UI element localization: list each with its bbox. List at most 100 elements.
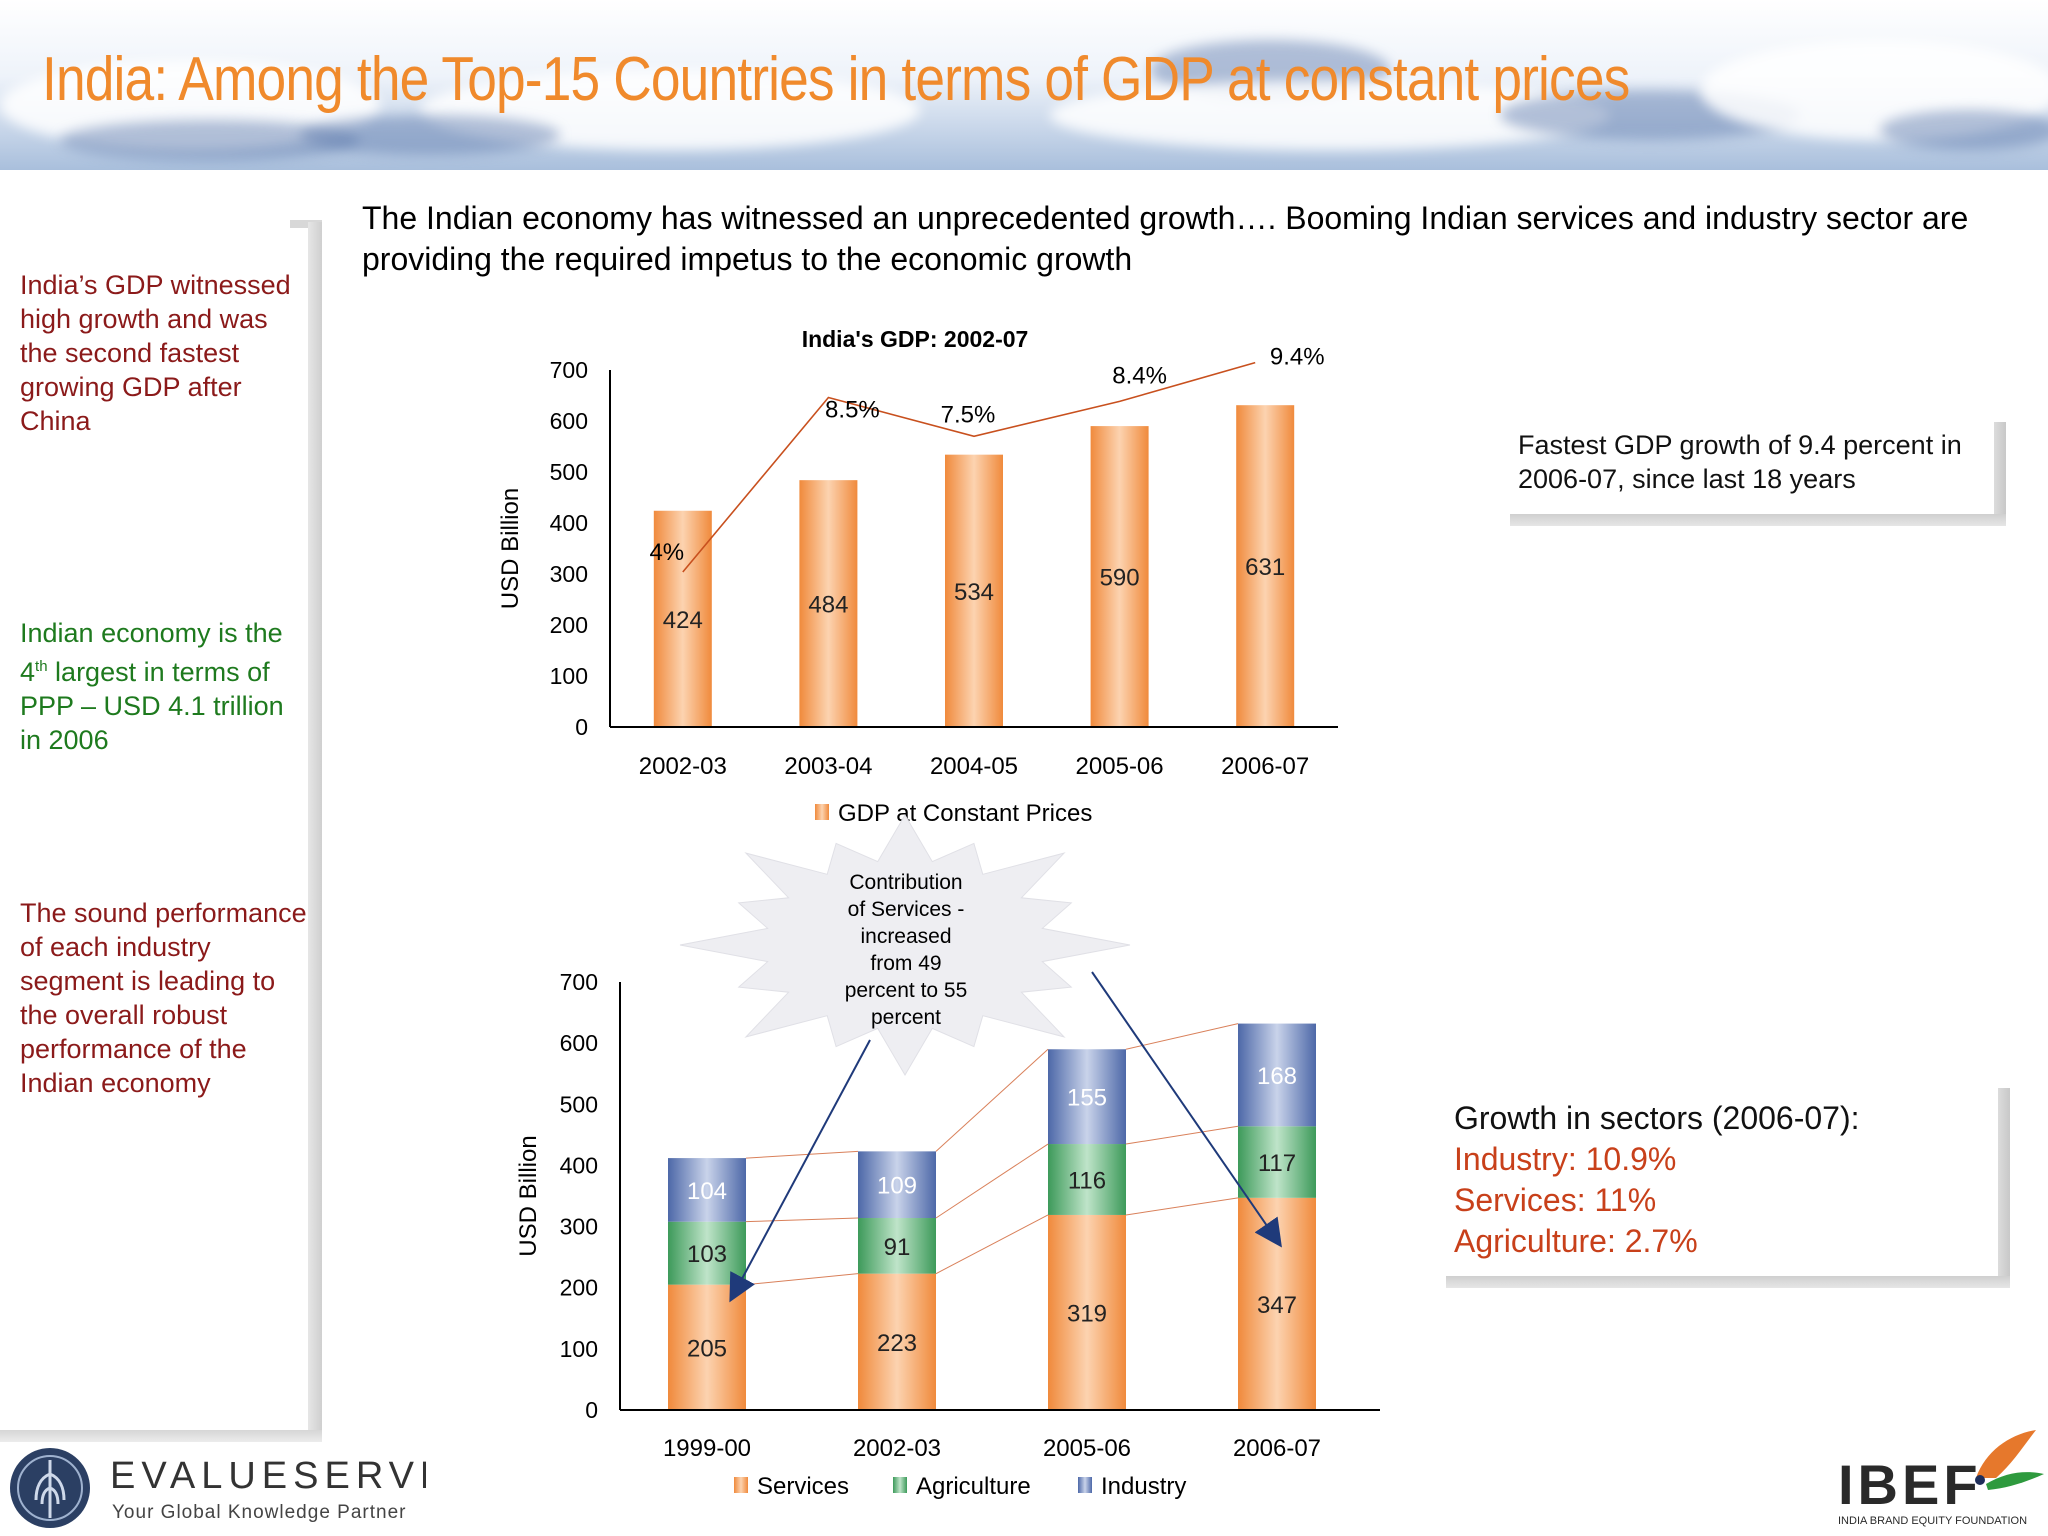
callout-sectors: Growth in sectors (2006-07): Industry: 1… (1454, 1098, 1954, 1262)
gdp-bar (945, 454, 1003, 727)
sector-xtick-label: 2005-06 (1043, 1435, 1131, 1462)
evalueserve-name: EVALUESERVE (110, 1455, 426, 1497)
sector-value-label: 155 (1067, 1085, 1107, 1112)
sidebar-note-ppp: Indian economy is the 4th largest in ter… (20, 616, 310, 757)
gdp-legend-label: GDP at Constant Prices (838, 800, 1092, 827)
sector-value-label: 168 (1257, 1063, 1297, 1090)
evalueserve-logo: EVALUESERVE Your Global Knowledge Partne… (10, 1448, 426, 1528)
sector-legend-swatch (893, 1477, 907, 1493)
sector-value-label: 319 (1067, 1300, 1107, 1327)
gdp-xtick-label: 2002-03 (639, 753, 727, 780)
ibef-wing-orange (1976, 1430, 2036, 1478)
sector-ytick-label: 400 (560, 1152, 598, 1178)
callout-sectors-shadow-bottom (1446, 1276, 2010, 1288)
starburst-arrow-right (1091, 971, 1282, 1248)
starburst-arrow-left (729, 1039, 871, 1303)
gdp-ytick-label: 300 (550, 561, 588, 587)
sector-xtick-label: 2006-07 (1233, 1435, 1321, 1462)
sidebar-note-ppp-sup: th (35, 658, 48, 675)
gdp-growth-label: 4% (649, 539, 684, 566)
gdp-chart-title: India's GDP: 2002-07 (802, 326, 1029, 352)
sidebar-note-ppp-suffix: largest in terms of PPP – USD 4.1 trilli… (20, 657, 284, 755)
sector-ytick-label: 0 (585, 1397, 598, 1423)
sector-ytick-label: 700 (560, 969, 598, 995)
gdp-xtick-label: 2004-05 (930, 753, 1018, 780)
gdp-bar (1236, 405, 1295, 727)
sector-value-label: 223 (877, 1330, 917, 1357)
sector-legend-label: Agriculture (916, 1473, 1031, 1500)
gdp-bar (653, 510, 712, 727)
sector-connector-line (745, 1217, 859, 1223)
starburst-callout: Contribution of Services - increased from 4… (679, 814, 1131, 1076)
sector-connector-line (935, 1048, 1049, 1152)
gdp-bar-value-label: 484 (808, 592, 848, 619)
sidebar-note-industry: The sound performance of each industry s… (20, 898, 307, 1098)
sector-legend-swatch (734, 1477, 748, 1493)
sidebar-divider (308, 222, 322, 1432)
gdp-growth-line (682, 361, 1256, 573)
gdp-ytick-label: 0 (575, 714, 588, 740)
ibef-name: IBEF (1838, 1453, 1982, 1516)
gdp-bar-value-label: 590 (1100, 565, 1140, 592)
starburst-text-line: increased (860, 925, 951, 948)
sector-legend-label: Industry (1101, 1473, 1186, 1500)
sector-connector-line (745, 1150, 859, 1159)
starburst-text-line: of Services - (848, 898, 965, 921)
sector-chart: USD Billion 0 100 200 300 400 500 600 700 205 103 1… (515, 969, 1380, 1500)
header-banner (0, 0, 2048, 170)
callout-fastest-shadow-bottom (1510, 514, 2006, 526)
gdp-bar-value-label: 424 (663, 607, 703, 634)
gdp-ytick-label: 500 (550, 459, 588, 485)
sector-value-label: 91 (884, 1234, 911, 1261)
sector-connector-line (1125, 1023, 1239, 1050)
gdp-growth-label: 7.5% (941, 401, 996, 428)
sector-connector-line (1125, 1125, 1239, 1145)
sector-value-label: 116 (1068, 1167, 1106, 1194)
sector-agriculture: Agriculture: 2.7% (1454, 1223, 1698, 1259)
sector-ytick-label: 200 (560, 1275, 598, 1301)
sector-value-label: 347 (1257, 1292, 1297, 1319)
gdp-ytick-label: 200 (550, 612, 588, 638)
sidebar-divider-top (290, 220, 322, 228)
gdp-growth-label: 9.4% (1270, 344, 1325, 371)
starburst-text-line: from 49 (870, 952, 941, 975)
agriculture-segment (858, 1218, 936, 1274)
sector-value-label: 103 (687, 1241, 727, 1268)
sector-ytick-label: 300 (560, 1214, 598, 1240)
ibef-logo: IBEF INDIA BRAND EQUITY FOUNDATION (1838, 1430, 2044, 1527)
gdp-bar-value-label: 534 (954, 579, 994, 606)
sector-ytick-label: 500 (560, 1091, 598, 1117)
sector-xtick-label: 1999-00 (663, 1435, 751, 1462)
evalueserve-tagline: Your Global Knowledge Partner (112, 1502, 406, 1523)
slide-subtitle: The Indian economy has witnessed an unpr… (362, 200, 1969, 277)
sidebar-divider-bottom (0, 1430, 322, 1442)
industry-segment (668, 1158, 746, 1222)
gdp-chart: India's GDP: 2002-07 USD Billion 0 100 200 30… (497, 326, 1338, 827)
gdp-growth-label: 8.4% (1112, 362, 1167, 389)
gdp-growth-label: 8.5% (825, 397, 880, 424)
industry-segment (858, 1151, 936, 1219)
gdp-bar (1090, 426, 1149, 727)
starburst-text-line: percent to 55 (845, 979, 968, 1002)
agriculture-segment (1048, 1144, 1126, 1215)
sector-connector-line (935, 1143, 1049, 1219)
slide-title: India: Among the Top-15 Countries in ter… (42, 45, 1630, 114)
sector-connector-line (1125, 1197, 1239, 1216)
sector-ytick-label: 600 (560, 1030, 598, 1056)
gdp-ytick-label: 100 (550, 663, 588, 689)
industry-segment (1048, 1049, 1126, 1145)
gdp-bar-value-label: 631 (1245, 554, 1285, 581)
sector-value-label: 117 (1258, 1150, 1296, 1177)
sidebar-note-gdp: India’s GDP witnessed high growth and wa… (20, 270, 291, 436)
sector-legend-label: Services (757, 1473, 849, 1500)
sector-connector-line (935, 1214, 1049, 1275)
starburst-text-line: percent (871, 1006, 941, 1029)
callout-fastest-shadow-right (1994, 422, 2006, 526)
starburst-text-line: Contribution (849, 871, 962, 894)
sidebar-note-ppp-prefix: Indian economy is the 4 (20, 618, 283, 687)
gdp-ytick-label: 400 (550, 510, 588, 536)
sector-value-label: 109 (877, 1173, 917, 1200)
gdp-xtick-label: 2003-04 (784, 753, 872, 780)
industry-segment (1238, 1023, 1316, 1127)
